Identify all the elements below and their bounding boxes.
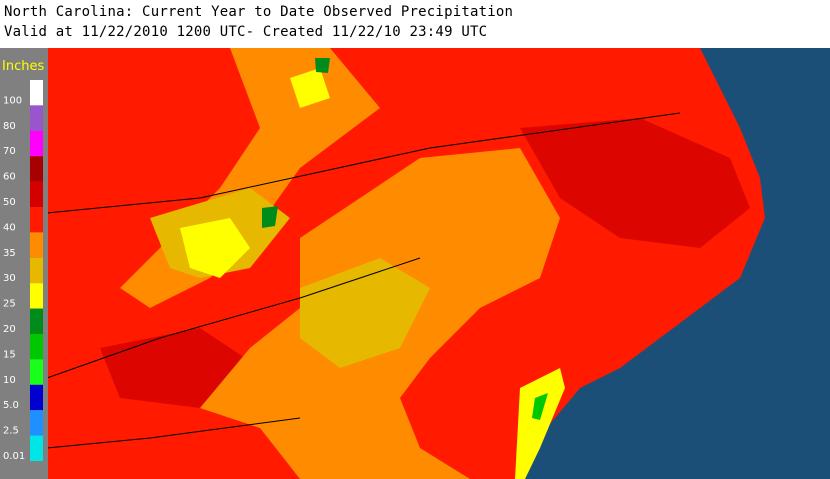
legend-swatch (30, 207, 43, 233)
legend-label: 35 (3, 248, 16, 259)
legend-label: 2.5 (3, 426, 19, 437)
map (0, 48, 830, 479)
region-yellow (515, 368, 565, 479)
legend-swatch (30, 257, 43, 284)
legend-swatch (30, 410, 43, 436)
legend-swatch (30, 156, 43, 182)
legend-swatch (30, 435, 43, 461)
legend-label: 10 (3, 375, 16, 386)
region-yellow (290, 68, 330, 108)
region-yellow (180, 218, 250, 278)
legend-label: 60 (3, 172, 16, 183)
legend-label: 30 (3, 273, 16, 284)
legend-swatch (30, 105, 43, 131)
region-green (315, 58, 330, 73)
legend-label: 25 (3, 299, 16, 310)
legend-swatch (30, 232, 43, 258)
region-green (532, 393, 548, 420)
legend-label: 0.01 (3, 451, 25, 462)
legend-swatch (30, 283, 43, 309)
legend-swatch (30, 359, 43, 385)
subtitle: Valid at 11/22/2010 1200 UTC- Created 11… (4, 24, 488, 40)
legend-swatch (30, 334, 43, 360)
legend: Inches 100 80 70 60 50 40 35 30 25 20 15 10 5.0 2.5 0.… (0, 48, 48, 479)
legend-label: 80 (3, 121, 16, 132)
legend-label: 40 (3, 222, 16, 233)
legend-swatch (30, 181, 43, 207)
legend-swatch (30, 80, 43, 106)
region-green (262, 206, 278, 228)
title: North Carolina: Current Year to Date Obs… (4, 4, 514, 20)
legend-unit: Inches (2, 59, 44, 74)
state-borders (46, 112, 681, 449)
region-gold (300, 258, 430, 368)
legend-label: 100 (3, 95, 22, 106)
legend-label: 50 (3, 197, 16, 208)
legend-label: 5.0 (3, 400, 19, 411)
legend-label: 70 (3, 146, 16, 157)
legend-swatch (30, 130, 43, 157)
legend-swatch (30, 308, 43, 334)
legend-label: 20 (3, 324, 16, 335)
legend-swatch (30, 384, 43, 411)
legend-label: 15 (3, 349, 16, 360)
region-dark (520, 118, 750, 248)
